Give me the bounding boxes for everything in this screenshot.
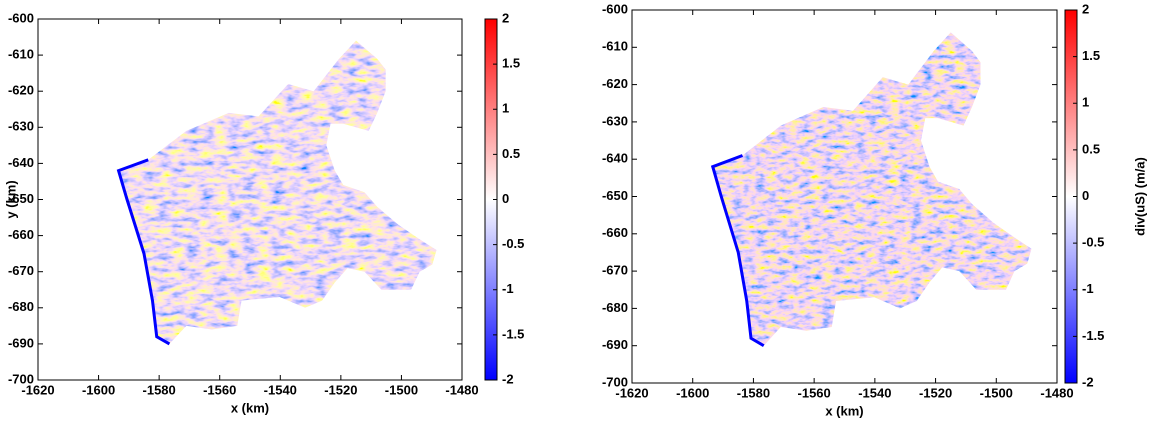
colorbar-tick-label: 0.5: [1082, 141, 1100, 156]
y-tick-label: -630: [602, 113, 628, 128]
x-tick-label: -1620: [21, 382, 54, 397]
colorbar-tick-label: -2: [1082, 374, 1094, 389]
x-tick-label: -1580: [143, 382, 176, 397]
y-tick-label: -640: [8, 155, 34, 170]
colorbar-tick-label: 2: [1082, 1, 1089, 16]
colorbar-label: div(uS) (m/a): [1132, 157, 1147, 236]
y-tick-label: -670: [8, 263, 34, 278]
y-tick-label: -690: [602, 337, 628, 352]
y-tick-label: -640: [602, 151, 628, 166]
y-tick-label: -650: [602, 188, 628, 203]
x-tick-label: -1600: [676, 385, 709, 400]
x-tick-label: -1480: [1040, 385, 1073, 400]
colorbar-tick-label: -0.5: [502, 236, 524, 251]
y-tick-label: -690: [8, 335, 34, 350]
x-tick-label: -1620: [615, 385, 648, 400]
x-tick-label: -1600: [82, 382, 115, 397]
y-axis-label: y (km): [3, 180, 18, 218]
colorbar-tick-label: 1: [502, 101, 509, 116]
y-tick-label: -600: [8, 10, 34, 25]
x-tick-label: -1580: [737, 385, 770, 400]
x-tick-label: -1540: [264, 382, 297, 397]
y-tick-label: -700: [602, 374, 628, 389]
y-tick-label: -630: [8, 119, 34, 134]
colorbar-tick-label: 1.5: [1082, 48, 1100, 63]
colorbar-tick-label: -1: [502, 281, 514, 296]
x-tick-label: -1540: [858, 385, 891, 400]
y-tick-label: -650: [8, 191, 34, 206]
x-tick-label: -1520: [324, 382, 357, 397]
x-axis-label: x (km): [231, 400, 269, 415]
y-tick-label: -700: [8, 371, 34, 386]
y-tick-label: -660: [8, 227, 34, 242]
y-tick-label: -600: [602, 1, 628, 16]
x-tick-label: -1480: [445, 382, 478, 397]
y-tick-label: -670: [602, 263, 628, 278]
map-field: [712, 32, 1032, 346]
x-tick-label: -1560: [798, 385, 831, 400]
x-tick-label: -1520: [919, 385, 952, 400]
y-tick-label: -620: [602, 76, 628, 91]
colorbar-tick-label: 1: [1082, 95, 1089, 110]
map-field: [118, 40, 437, 344]
colorbar-tick-label: 0.5: [502, 146, 520, 161]
colorbar-tick-label: -2: [502, 371, 514, 386]
colorbar-tick-label: 0: [502, 191, 509, 206]
y-tick-label: -620: [8, 83, 34, 98]
colorbar-tick-label: 0: [1082, 188, 1089, 203]
y-tick-label: -680: [8, 299, 34, 314]
x-tick-label: -1500: [385, 382, 418, 397]
region-edge: [116, 158, 171, 346]
x-tick-label: -1560: [203, 382, 236, 397]
y-tick-label: -610: [602, 39, 628, 54]
y-tick-label: -680: [602, 300, 628, 315]
colorbar-tick-label: -1.5: [1082, 328, 1104, 343]
region-edge: [710, 154, 765, 347]
colorbar-tick-label: 1.5: [502, 56, 520, 71]
y-tick-label: -660: [602, 225, 628, 240]
colorbar-tick-label: 2: [502, 10, 509, 25]
x-tick-label: -1500: [980, 385, 1013, 400]
x-axis-label: x (km): [825, 403, 863, 418]
y-tick-label: -610: [8, 47, 34, 62]
colorbar-tick-label: -1.5: [502, 326, 524, 341]
colorbar-tick-label: -1: [1082, 281, 1094, 296]
colorbar-tick-label: -0.5: [1082, 235, 1104, 250]
